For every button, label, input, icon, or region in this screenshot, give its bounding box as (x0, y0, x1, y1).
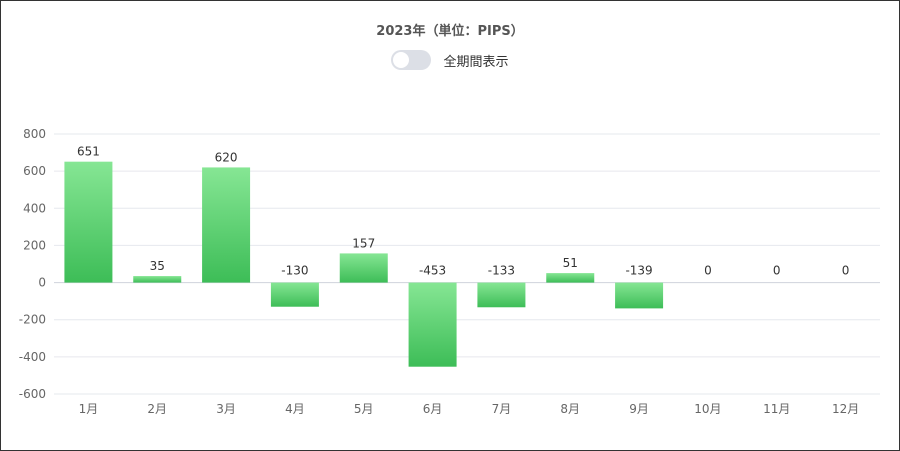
bar-9[interactable] (615, 282, 664, 309)
data-label: -130 (281, 264, 308, 278)
bar-2[interactable] (133, 276, 182, 283)
bar-3[interactable] (202, 167, 251, 283)
y-tick-label: -400 (19, 350, 46, 364)
x-tick-label: 3月 (216, 402, 236, 416)
x-tick-label: 10月 (694, 402, 721, 416)
x-tick-label: 4月 (285, 402, 305, 416)
all-period-toggle[interactable] (391, 50, 432, 70)
all-period-toggle-label: 全期間表示 (443, 54, 509, 70)
bar-5[interactable] (339, 253, 388, 283)
x-tick-label: 5月 (354, 402, 374, 416)
x-tick-label: 6月 (423, 402, 443, 416)
x-tick-label: 9月 (629, 402, 649, 416)
data-label: 0 (773, 264, 781, 278)
data-label: 620 (215, 150, 238, 164)
y-tick-label: 600 (23, 164, 46, 178)
bar-6[interactable] (408, 282, 457, 367)
bars (64, 161, 664, 367)
bar-4[interactable] (270, 282, 319, 307)
period-toggle-row: 全期間表示 (0, 50, 900, 70)
data-label: -133 (488, 264, 515, 278)
y-tick-label: -200 (19, 313, 46, 327)
y-axis: 800 600 400 200 0 -200 -400 -600 (19, 127, 46, 401)
data-labels: 651 35 620 -130 157 -453 -133 51 -139 0 0 0 (77, 145, 849, 278)
y-tick-label: 200 (23, 238, 46, 252)
x-tick-label: 11月 (763, 402, 790, 416)
x-axis: 1月 2月 3月 4月 5月 6月 7月 8月 9月 10月 11月 12月 (79, 402, 860, 416)
bar-8[interactable] (546, 273, 595, 283)
toggle-knob (393, 52, 410, 68)
x-tick-label: 8月 (560, 402, 580, 416)
y-tick-label: 0 (38, 276, 46, 290)
data-label: 0 (842, 264, 850, 278)
grid-lines (54, 133, 880, 395)
chart-title: 2023年（単位：PIPS） (376, 24, 524, 39)
data-label: 35 (150, 259, 165, 273)
y-tick-label: -600 (19, 387, 46, 401)
y-tick-label: 800 (23, 127, 46, 141)
data-label: 0 (704, 264, 712, 278)
bar-7[interactable] (477, 282, 526, 308)
x-tick-label: 12月 (832, 402, 859, 416)
x-tick-label: 7月 (492, 402, 512, 416)
x-tick-label: 2月 (147, 402, 167, 416)
data-label: 651 (77, 145, 100, 159)
data-label: 157 (352, 236, 375, 250)
data-label: -139 (625, 264, 652, 278)
x-tick-label: 1月 (79, 402, 99, 416)
bar-1[interactable] (64, 161, 113, 283)
data-label: -453 (419, 264, 446, 278)
data-label: 51 (563, 256, 578, 270)
y-tick-label: 400 (23, 201, 46, 215)
